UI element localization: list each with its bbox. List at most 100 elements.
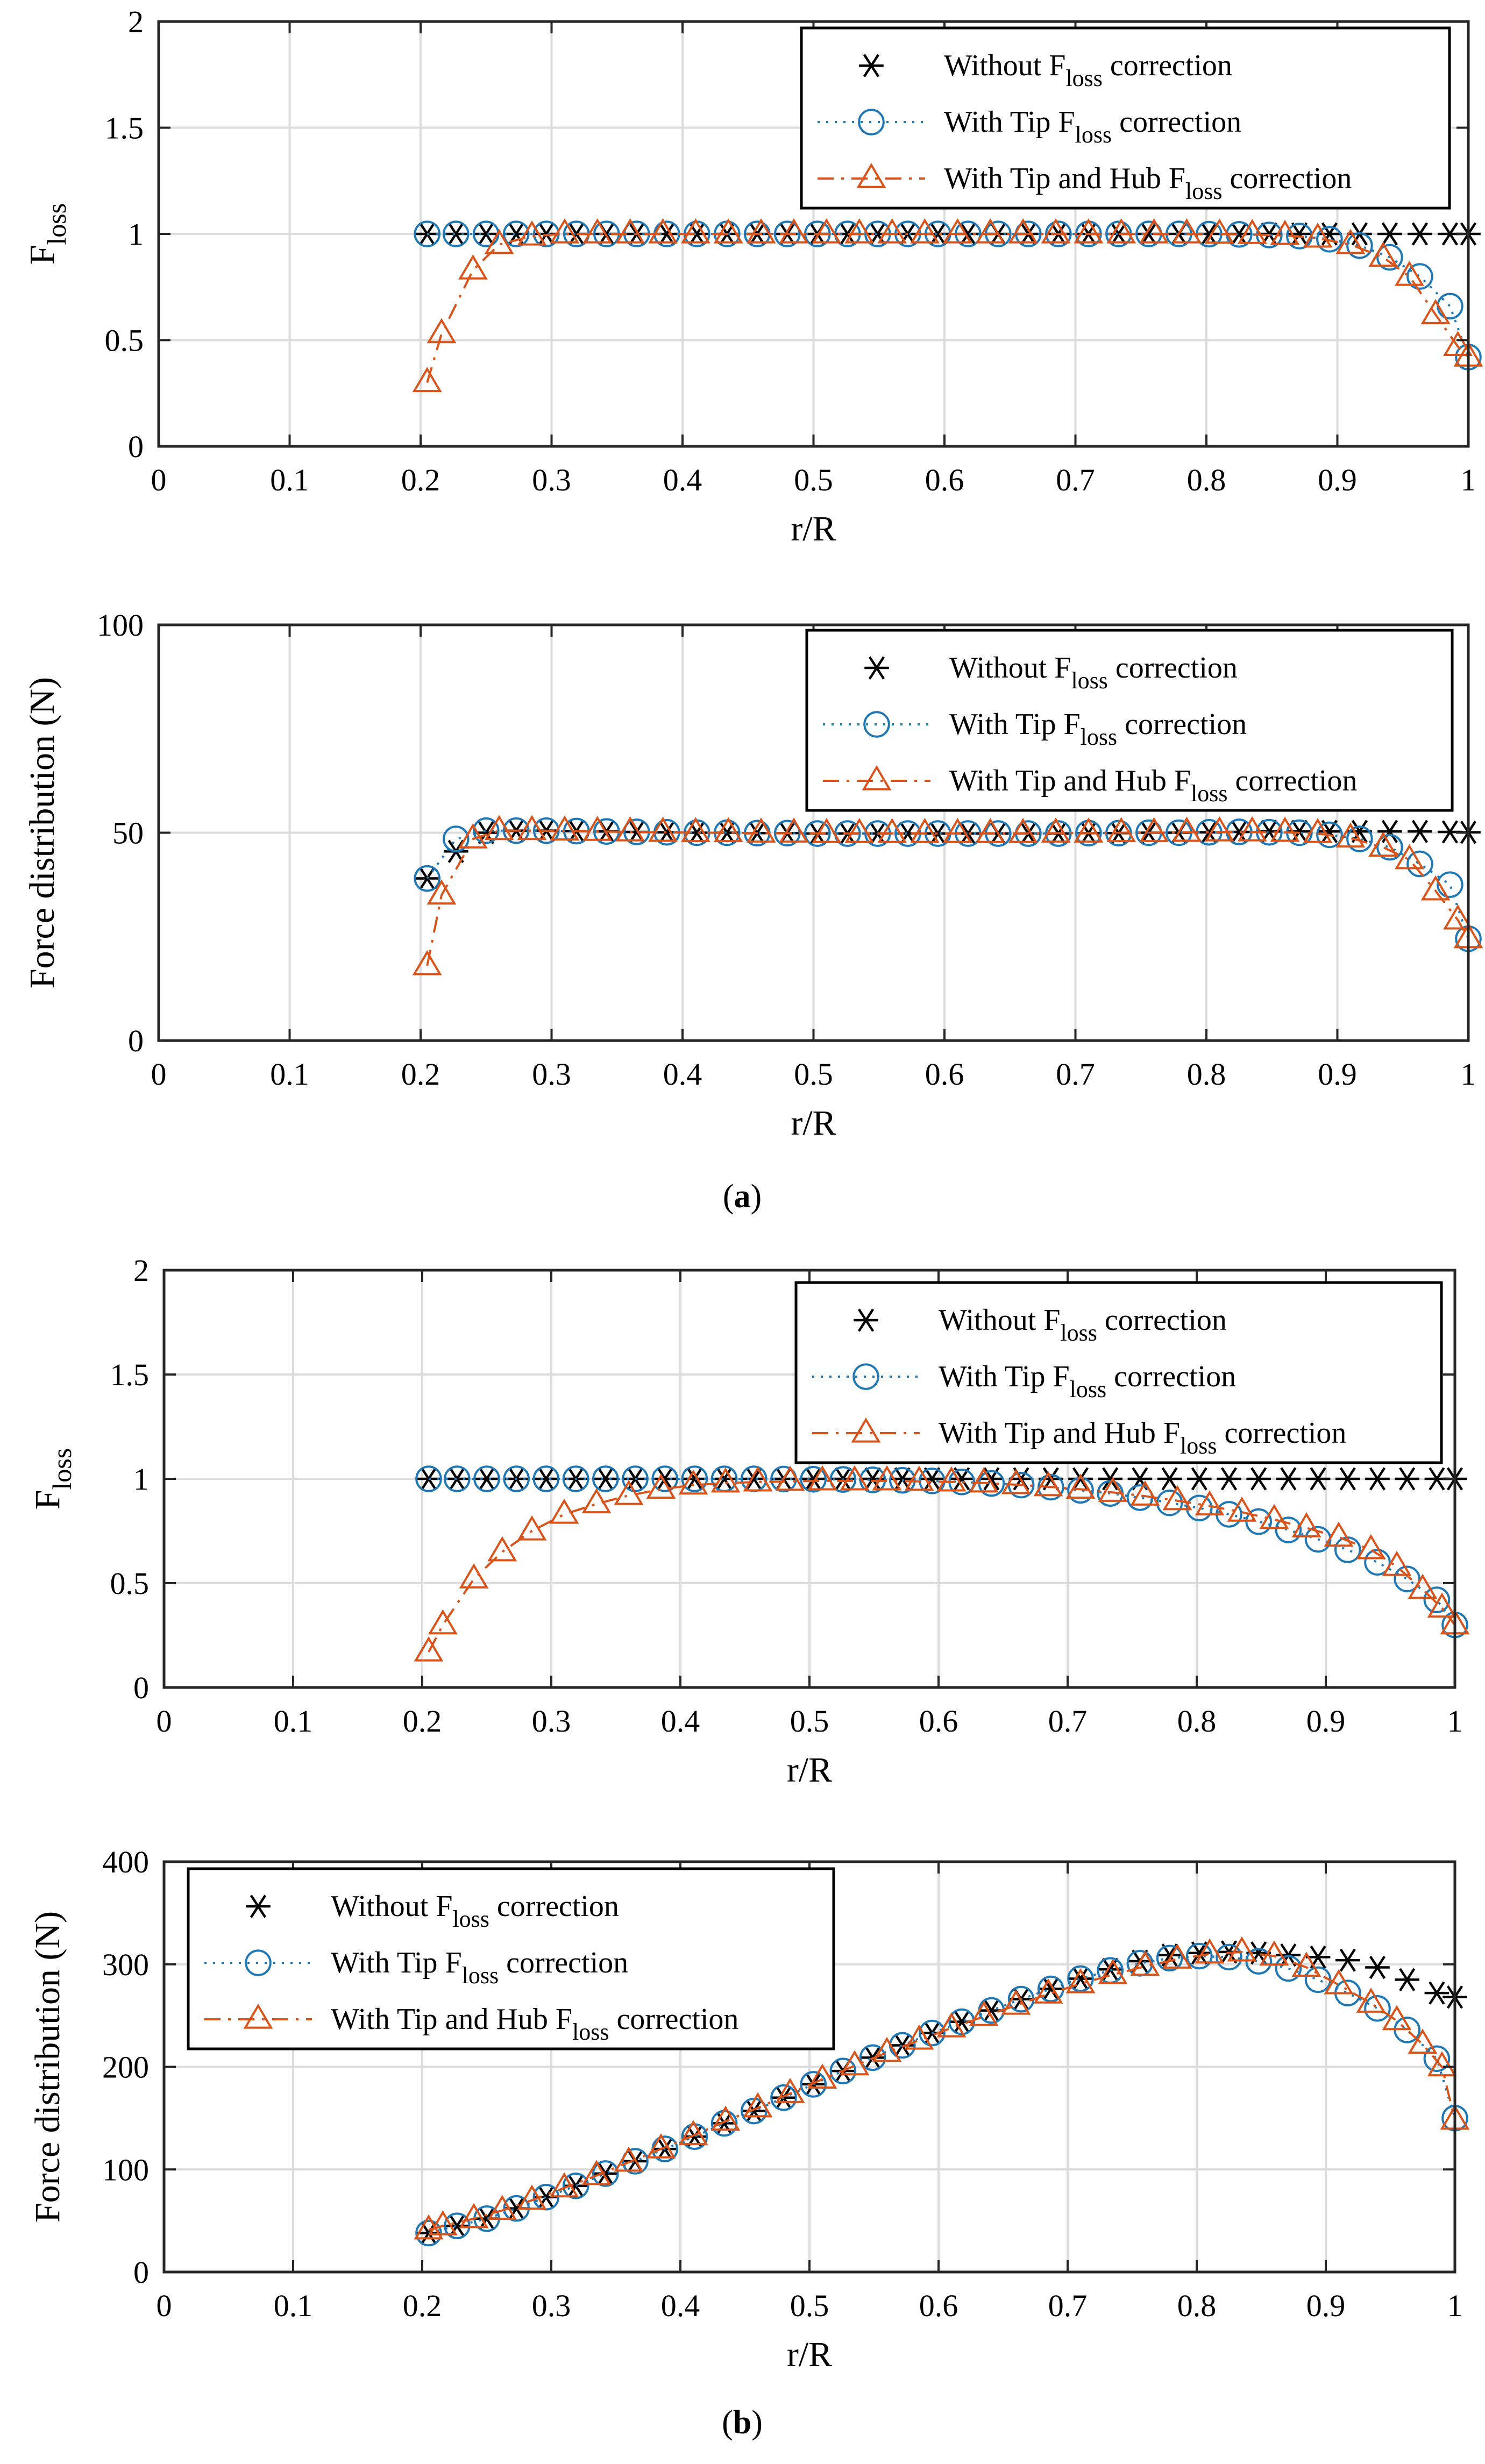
x-tick-label: 0.8 [1177,1704,1217,1739]
x-tick-label: 0.9 [1318,1057,1357,1092]
triangle-marker [646,1473,676,1499]
triangle-marker [743,1466,773,1492]
triangle-marker [862,765,892,791]
legend-label-post: correction [499,1946,628,1979]
x-tick-label: 0.9 [1306,1704,1346,1739]
triangle-marker [1420,875,1451,901]
triangle-marker [1382,1550,1412,1576]
triangle-marker [1033,1471,1063,1497]
triangle-marker [779,817,809,843]
triangle-marker [779,218,809,244]
triangle-marker [1443,331,1473,356]
triangle-marker [487,1536,517,1562]
legend-label-post: correction [1097,1304,1227,1337]
triangle-marker [942,817,972,843]
triangle-marker [1368,831,1398,857]
circle-marker [1346,825,1373,852]
triangle-marker [877,817,907,843]
x-tick-label: 0.3 [532,1057,571,1092]
star-marker [1377,222,1402,246]
panel-label-a: (a) [722,1178,762,1215]
legend-label-tip: With Tip Floss correction [949,708,1247,750]
y-tick-label: 300 [102,1947,149,1982]
x-tick-label: 0.8 [1187,462,1226,497]
triangle-marker [1303,817,1333,843]
y-axis-label-main: Force distribution (N) [23,677,62,988]
triangle-marker [877,218,907,244]
circle-marker [414,865,440,892]
triangle-marker [1162,1485,1192,1511]
triangle-marker [1368,241,1398,267]
triangle-marker [517,815,547,841]
triangle-marker [1408,1573,1438,1599]
triangle-marker [678,1469,708,1495]
legend-label-hub: With Tip and Hub Floss correction [949,764,1357,807]
star-marker [682,1467,707,1491]
circle-marker [1038,1473,1064,1501]
circle-marker [800,1465,827,1493]
triangle-marker [458,254,488,280]
circle-marker [1376,244,1403,271]
series-hub [412,218,1483,393]
triangle-marker [615,218,645,244]
legend-label-pre: With Tip and Hub F [944,162,1185,195]
series-line-hub [426,829,1469,966]
triangle-marker [1065,1968,1096,1993]
triangle-marker [487,2195,517,2220]
x-tick-label: 0.6 [925,1057,964,1092]
circle-marker [472,817,500,844]
triangle-marker [807,1465,837,1491]
y-tick-label: 0 [128,429,144,464]
triangle-marker [1008,218,1038,244]
star-marker [415,222,439,246]
circle-marker [444,1465,471,1492]
x-tick-label: 0.4 [663,462,702,497]
triangle-marker [1065,1473,1096,1499]
triangle-marker [1033,1978,1063,2004]
triangle-marker [243,2003,273,2029]
triangle-marker [975,218,1005,244]
circle-marker [858,109,885,136]
legend-label-pre: With Tip F [949,708,1081,741]
triangle-marker [680,817,710,843]
star-marker [1098,1467,1122,1491]
triangle-marker [1259,1504,1289,1529]
circle-marker [863,711,890,738]
x-tick-label: 0.4 [663,1057,702,1092]
legend-label-pre: With Tip F [944,105,1075,139]
tick-marks [163,1861,1456,2273]
triangle-marker [1427,2051,1457,2077]
triangle-marker [851,1417,881,1443]
y-axis-label-sub: loss [47,1448,77,1490]
legend-label-pre: With Tip and Hub F [949,764,1191,797]
triangle-marker [412,950,442,975]
y-axis-label-main: Force distribution (N) [28,1911,67,2223]
triangle-marker [1172,218,1202,244]
triangle-marker [904,1465,934,1491]
x-tick-label: 0.3 [532,462,571,497]
circle-marker [1394,1565,1420,1593]
legend-label-sub: loss [1191,780,1227,807]
triangle-marker [517,1515,547,1541]
triangle-marker [936,2012,967,2038]
legend-label-post: correction [1112,105,1241,139]
triangle-marker [1172,816,1202,842]
circle-marker [1316,821,1343,849]
triangle-marker [1098,1477,1128,1502]
triangle-marker [648,218,678,244]
x-tick-label: 0.9 [1306,2288,1346,2323]
triangle-marker [459,2203,489,2228]
circle-marker [859,2044,886,2071]
triangle-marker [427,318,457,344]
circle-marker [562,1465,589,1492]
y-tick-label: 1.5 [110,1357,150,1392]
triangle-marker [459,1563,489,1589]
legend-label-tip: With Tip Floss correction [331,1946,628,1989]
triangle-marker [1427,1592,1457,1618]
circle-marker [414,220,440,247]
circle-marker [415,1465,442,1492]
triangle-marker [581,1488,612,1514]
circle-marker [919,2019,946,2047]
